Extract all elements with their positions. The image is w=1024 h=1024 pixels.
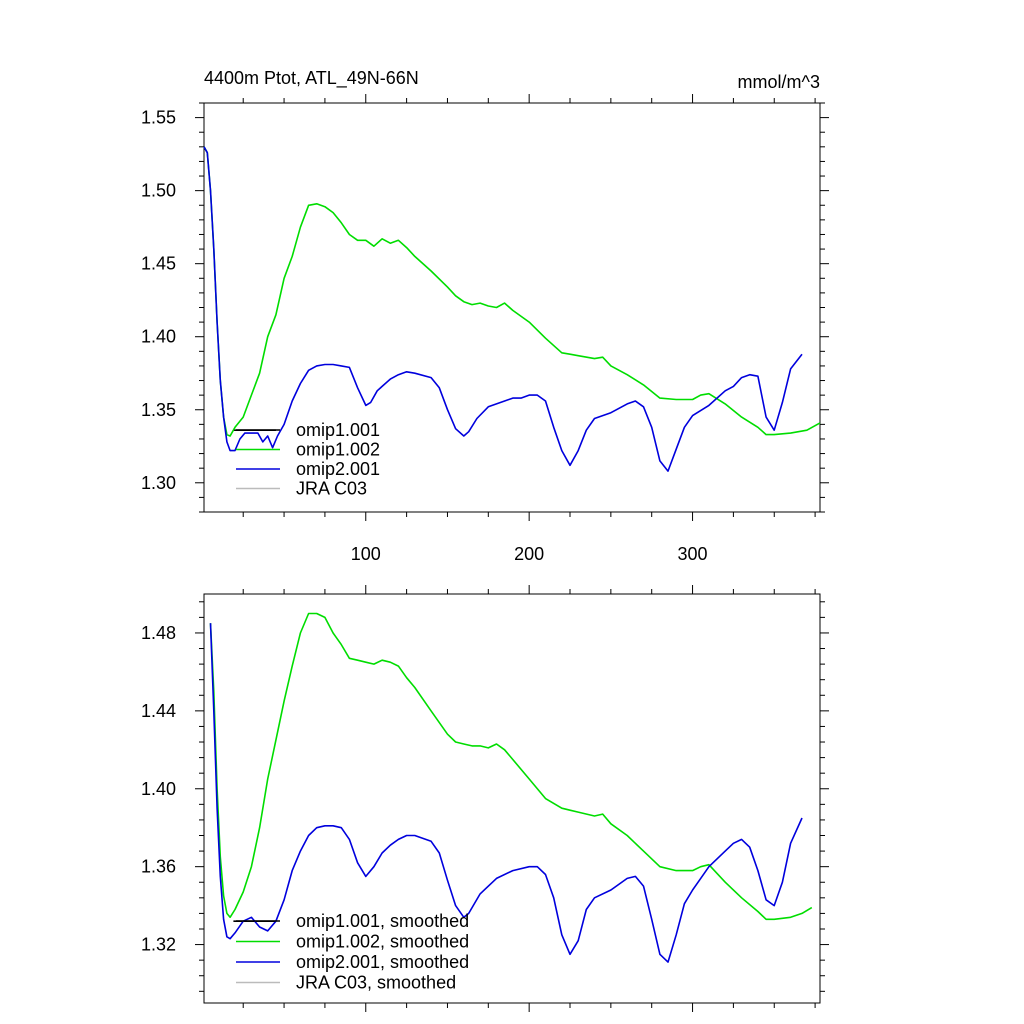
legend-label: omip1.001 <box>296 420 380 440</box>
legend-label: omip2.001, smoothed <box>296 952 469 972</box>
y-tick-label: 1.30 <box>141 473 176 493</box>
x-tick-label: 300 <box>678 544 708 564</box>
y-tick-label: 1.40 <box>141 779 176 799</box>
y-tick-label: 1.32 <box>141 935 176 955</box>
y-tick-label: 1.36 <box>141 857 176 877</box>
y-tick-label: 1.35 <box>141 400 176 420</box>
series-line-3 <box>209 623 803 963</box>
legend-label: omip1.002 <box>296 440 380 460</box>
y-tick-label: 1.50 <box>141 181 176 201</box>
chart-title: 4400m Ptot, ATL_49N-66N <box>204 68 419 89</box>
top-panel: 100 200 300 1.30 1.35 1.40 1.45 1.50 1.55 omip1.0… <box>141 94 829 564</box>
legend-label: omip2.001 <box>296 459 380 479</box>
y-tick-label: 1.40 <box>141 327 176 347</box>
series-line-2 <box>209 612 813 921</box>
legend-label: JRA C03, smoothed <box>296 973 456 993</box>
x-tick-label: 200 <box>514 544 544 564</box>
y-tick-label: 1.44 <box>141 701 176 721</box>
y-tick-label: 1.55 <box>141 108 176 128</box>
units-label: mmol/m^3 <box>738 72 820 92</box>
y-tick-label: 1.48 <box>141 623 176 643</box>
y-tick-label: 1.45 <box>141 254 176 274</box>
series-line-2 <box>203 146 821 437</box>
legend-label: JRA C03 <box>296 479 367 499</box>
legend-label: omip1.001, smoothed <box>296 911 469 931</box>
series-line-3 <box>203 146 803 472</box>
x-tick-label: 100 <box>351 544 381 564</box>
plot-frame <box>203 593 821 1004</box>
legend-label: omip1.002, smoothed <box>296 932 469 952</box>
